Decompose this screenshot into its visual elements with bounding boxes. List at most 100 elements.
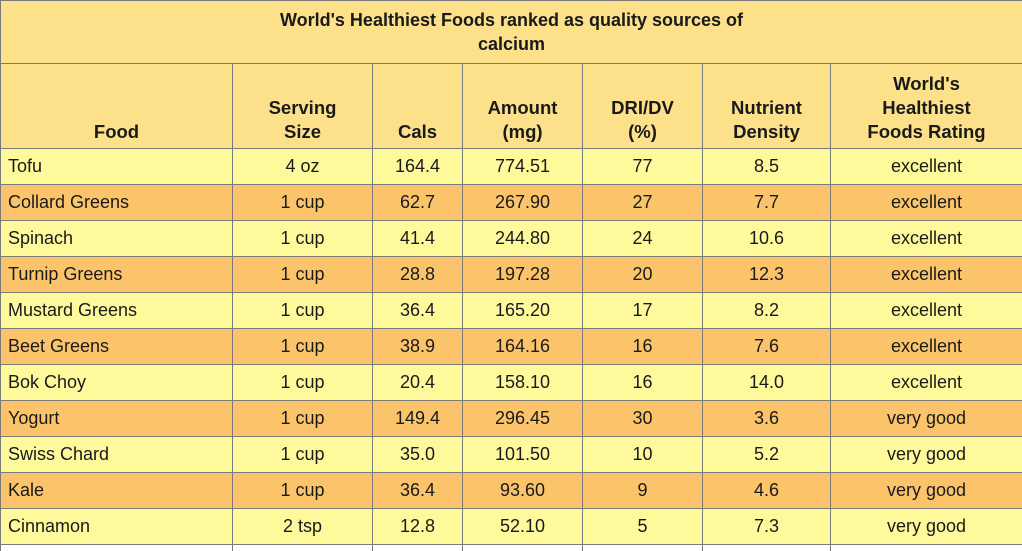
rating-cell: very good [831, 509, 1022, 545]
serving-size-cell: 1 cup [233, 329, 373, 365]
dri-dv-cell: 16 [583, 329, 703, 365]
dri-dv-cell: 27 [583, 185, 703, 221]
food-cell: Kale [1, 473, 233, 509]
food-cell: Mustard Greens [1, 293, 233, 329]
amount-cell: 158.10 [463, 365, 583, 401]
rating-cell: excellent [831, 149, 1022, 185]
nutrient-density-cell: 3.6 [703, 401, 831, 437]
food-cell: Collard Greens [1, 185, 233, 221]
amount-cell: 244.80 [463, 221, 583, 257]
dri-dv-cell: 5 [583, 509, 703, 545]
food-cell: Yogurt [1, 401, 233, 437]
amount-cell: 197.28 [463, 257, 583, 293]
dri-dv-cell: 20 [583, 257, 703, 293]
rating-cell: very good [831, 437, 1022, 473]
dri-dv-cell: 17 [583, 293, 703, 329]
nutrient-density-cell: 7.6 [703, 329, 831, 365]
food-cell: Beet Greens [1, 329, 233, 365]
amount-cell: 774.51 [463, 149, 583, 185]
dri-dv-cell: 24 [583, 221, 703, 257]
cals-cell: 36.4 [373, 293, 463, 329]
food-cell: Swiss Chard [1, 437, 233, 473]
serving-size-cell: 1 cup [233, 437, 373, 473]
table-title: World's Healthiest Foods ranked as quali… [1, 1, 1022, 64]
cals-cell: 62.7 [373, 185, 463, 221]
serving-size-cell: 1 cup [233, 401, 373, 437]
dri-dv-cell: 9 [583, 473, 703, 509]
rating-cell: very good [831, 473, 1022, 509]
cals-cell: 28.8 [373, 257, 463, 293]
amount-cell: 164.16 [463, 329, 583, 365]
nutrient-density-cell: 5.2 [703, 437, 831, 473]
dri-dv-cell: 30 [583, 401, 703, 437]
cals-cell: 38.9 [373, 329, 463, 365]
column-header-serving-size: Serving Size [233, 64, 373, 149]
column-header-whf-rating: World's Healthiest Foods Rating [831, 64, 1022, 149]
nutrient-density-cell: 8.2 [703, 293, 831, 329]
serving-size-cell: 1 cup [233, 473, 373, 509]
dri-dv-cell: 77 [583, 149, 703, 185]
amount-cell: 93.60 [463, 473, 583, 509]
amount-cell: 296.45 [463, 401, 583, 437]
cals-cell: 149.4 [373, 401, 463, 437]
cals-cell: 36.4 [373, 473, 463, 509]
dri-dv-cell: 16 [583, 365, 703, 401]
dri-dv-cell: 10 [583, 437, 703, 473]
column-header-row: Food Serving Size Cals Amount (mg) DRI/D… [1, 64, 1022, 149]
amount-cell: 52.10 [463, 509, 583, 545]
nutrient-density-cell: 14.0 [703, 365, 831, 401]
column-header-nutrient-density: Nutrient Density [703, 64, 831, 149]
food-cell: Cinnamon [1, 509, 233, 545]
food-cell: Tofu [1, 149, 233, 185]
amount-cell: 101.50 [463, 437, 583, 473]
cals-cell: 35.0 [373, 437, 463, 473]
rating-cell: excellent [831, 293, 1022, 329]
nutrient-density-cell: 7.3 [703, 509, 831, 545]
food-cell: Spinach [1, 221, 233, 257]
serving-size-cell: 4 oz [233, 149, 373, 185]
rating-cell: very good [831, 401, 1022, 437]
cals-cell: 41.4 [373, 221, 463, 257]
cals-cell: 164.4 [373, 149, 463, 185]
serving-size-cell: 1 cup [233, 293, 373, 329]
serving-size-cell: 2 tsp [233, 509, 373, 545]
nutrient-density-cell: 8.5 [703, 149, 831, 185]
cals-cell: 20.4 [373, 365, 463, 401]
column-header-food: Food [1, 64, 233, 149]
serving-size-cell: 1 cup [233, 257, 373, 293]
amount-cell: 165.20 [463, 293, 583, 329]
rating-cell: excellent [831, 257, 1022, 293]
serving-size-cell: 1 cup [233, 185, 373, 221]
nutrient-density-cell: 4.6 [703, 473, 831, 509]
rating-cell: excellent [831, 221, 1022, 257]
column-header-amount: Amount (mg) [463, 64, 583, 149]
rating-cell: excellent [831, 185, 1022, 221]
food-cell: Turnip Greens [1, 257, 233, 293]
rating-cell: excellent [831, 365, 1022, 401]
nutrient-density-cell: 10.6 [703, 221, 831, 257]
column-header-dri-dv: DRI/DV (%) [583, 64, 703, 149]
serving-size-cell: 1 cup [233, 221, 373, 257]
table-title-text: World's Healthiest Foods ranked as quali… [252, 8, 772, 56]
rating-cell: excellent [831, 329, 1022, 365]
amount-cell: 267.90 [463, 185, 583, 221]
cals-cell: 12.8 [373, 509, 463, 545]
serving-size-cell: 1 cup [233, 365, 373, 401]
table-row-cutoff [1, 545, 1022, 551]
food-cell: Bok Choy [1, 365, 233, 401]
nutrient-density-cell: 7.7 [703, 185, 831, 221]
nutrient-density-cell: 12.3 [703, 257, 831, 293]
